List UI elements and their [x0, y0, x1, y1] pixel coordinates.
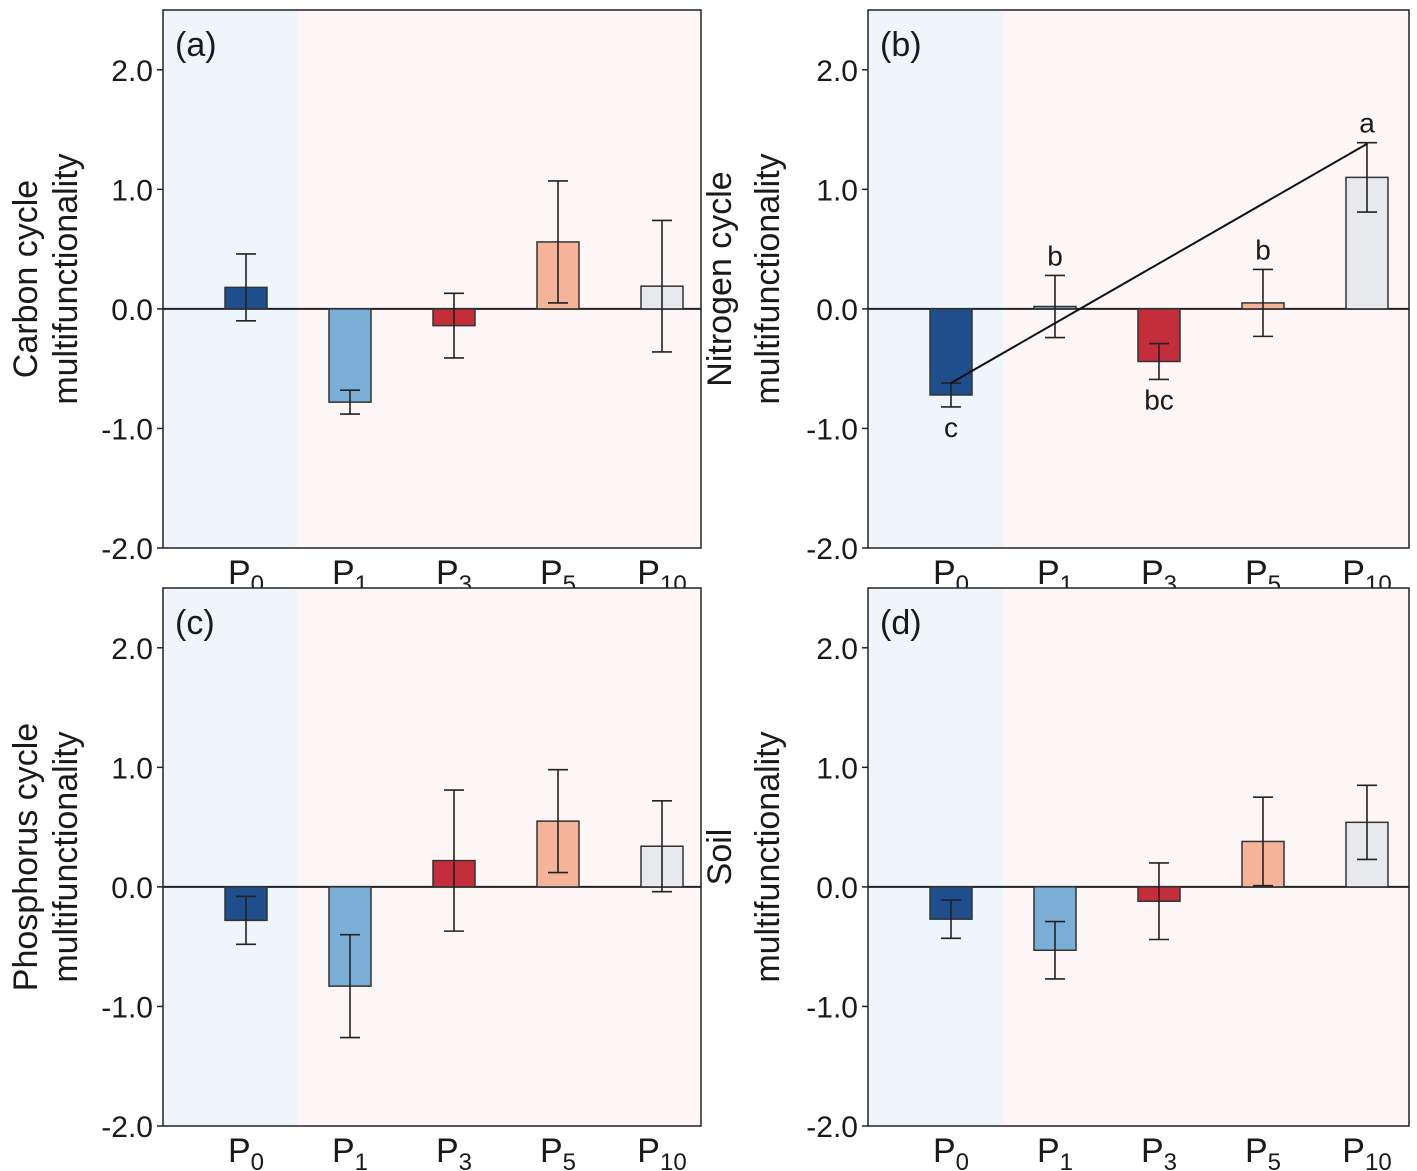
x-tick-label: P0	[933, 1132, 969, 1171]
error-bar	[1149, 342, 1169, 381]
background-shade	[868, 588, 1003, 1126]
x-tick-label: P0	[228, 1132, 264, 1171]
y-tick-label: 0.0	[111, 294, 153, 327]
bar	[328, 308, 372, 403]
plot-frame	[162, 9, 702, 549]
background-shade	[298, 588, 701, 1126]
error-bar	[1253, 796, 1273, 887]
trend-line	[950, 143, 1368, 384]
x-tick-label: P1	[332, 1132, 368, 1171]
background-shade	[868, 10, 1003, 548]
background-shade	[1003, 10, 1409, 548]
y-tick-label: -2.0	[806, 533, 858, 566]
background-shade	[163, 10, 298, 548]
y-axis-title: multifunctionality	[749, 153, 787, 404]
y-tick-label: -1.0	[806, 413, 858, 446]
x-tick-label: P5	[1245, 1132, 1281, 1171]
error-bar	[1357, 784, 1377, 861]
y-axis-title: multifunctionality	[47, 731, 85, 982]
error-bar	[652, 219, 672, 353]
y-tick-label: 1.0	[111, 752, 153, 785]
y-tick-label: 2.0	[816, 633, 858, 666]
y-tick-label: 0.0	[816, 872, 858, 905]
error-bar	[1149, 862, 1169, 941]
y-tick-label: -2.0	[806, 1111, 858, 1144]
error-bar	[444, 292, 464, 359]
plot-frame	[867, 587, 1410, 1127]
panel-label: (d)	[880, 604, 922, 642]
bar	[1033, 886, 1077, 952]
y-tick-label: -1.0	[101, 413, 153, 446]
significance-label: c	[944, 412, 958, 443]
y-tick-label: -2.0	[101, 533, 153, 566]
error-bar	[236, 895, 256, 946]
error-bar	[340, 389, 360, 415]
panel-label: (c)	[175, 604, 215, 642]
panel-2: -2.0 -1.0 0.0 1.0 2.0 P0 P1 P3 P5 P10 (c) Phosphoru…	[7, 587, 702, 1171]
error-bar	[1045, 920, 1065, 980]
error-bar	[1045, 274, 1065, 339]
error-bar	[548, 180, 568, 304]
bar	[929, 308, 973, 396]
y-tick-label: 1.0	[111, 174, 153, 207]
plot-frame	[162, 587, 702, 1127]
plot-frame	[867, 9, 1410, 549]
error-bar	[444, 789, 464, 932]
significance-label: b	[1255, 234, 1271, 265]
significance-label: b	[1047, 240, 1063, 271]
y-tick-label: 0.0	[111, 872, 153, 905]
y-tick-label: 2.0	[111, 55, 153, 88]
y-axis-title: Soil	[701, 829, 739, 886]
y-tick-label: 2.0	[111, 633, 153, 666]
y-tick-label: -1.0	[806, 991, 858, 1024]
x-tick-label: P1	[1037, 1132, 1073, 1171]
x-tick-label: P10	[1342, 1132, 1391, 1171]
error-bar	[941, 899, 961, 940]
panel-3: -2.0 -1.0 0.0 1.0 2.0 P0 P1 P3 P5 P10 (d) Soil multi…	[701, 587, 1410, 1171]
y-axis-title: Nitrogen cycle	[701, 171, 739, 386]
x-tick-label: P5	[540, 1132, 576, 1171]
background-shade	[163, 588, 298, 1126]
error-bar	[548, 768, 568, 874]
panel-0: -2.0-1.00.01.02.0P0 P1 P3 P5 P10(a)Carbon cy…	[7, 9, 702, 598]
panel-label: (b)	[880, 26, 922, 64]
background-shade	[1003, 588, 1409, 1126]
y-axis-title: multifunctionality	[749, 731, 787, 982]
error-bar	[236, 253, 256, 322]
significance-label: a	[1359, 108, 1375, 139]
y-tick-label: 1.0	[816, 174, 858, 207]
background-shade	[298, 10, 701, 548]
error-bar	[340, 933, 360, 1039]
y-axis-title: multifunctionality	[47, 153, 85, 404]
x-tick-label: P10	[637, 1132, 686, 1171]
x-tick-label: P3	[1141, 1132, 1177, 1171]
y-axis-title: Carbon cycle	[7, 180, 45, 378]
x-tick-label: P3	[436, 1132, 472, 1171]
error-bar	[652, 800, 672, 893]
y-tick-label: 2.0	[816, 55, 858, 88]
y-axis-title: Phosphorus cycle	[7, 723, 45, 991]
significance-label: bc	[1144, 384, 1174, 415]
error-bar	[1253, 268, 1273, 338]
error-bar	[1357, 141, 1377, 213]
y-tick-label: -2.0	[101, 1111, 153, 1144]
panel-label: (a)	[175, 26, 217, 64]
y-tick-label: 0.0	[816, 294, 858, 327]
y-tick-label: -1.0	[101, 991, 153, 1024]
y-tick-label: 1.0	[816, 752, 858, 785]
